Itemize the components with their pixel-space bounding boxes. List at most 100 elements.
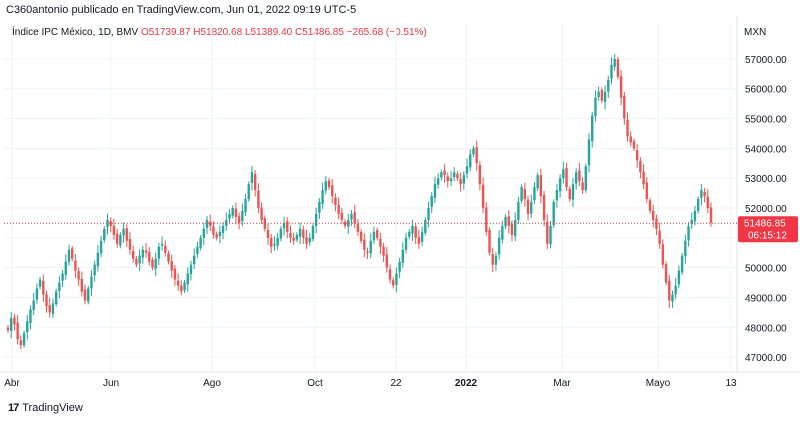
symbol-legend: Índice IPC México, 1D, BMV O51739.87 H51… — [12, 27, 427, 38]
candle-body — [648, 200, 652, 211]
candle-body — [703, 191, 706, 197]
price-change: −265.68 (−0.51%) — [346, 27, 427, 38]
candle-body — [160, 243, 164, 246]
tradingview-logo-icon: 17 — [8, 402, 19, 414]
candle-body — [253, 174, 257, 191]
candle-body — [385, 254, 388, 268]
candle-body — [690, 219, 693, 225]
candle-body — [99, 240, 103, 254]
candle-body — [321, 190, 324, 204]
candle-body — [404, 237, 408, 250]
candle-body — [6, 327, 10, 331]
candle-body — [212, 226, 215, 235]
tradingview-brand-text: TradingView — [22, 402, 83, 414]
candle-body — [32, 300, 35, 310]
candle-body — [571, 184, 575, 200]
tradingview-branding: 17 TradingView — [8, 402, 83, 414]
candle-body — [45, 294, 48, 307]
candle-body — [497, 237, 501, 255]
candle-body — [189, 264, 193, 275]
candle-body — [687, 225, 690, 241]
candle-body — [26, 321, 29, 333]
candle-body — [218, 231, 222, 237]
candle-body — [131, 250, 135, 259]
candle-body — [533, 187, 536, 201]
candle-body — [324, 181, 327, 191]
candle-body — [167, 253, 170, 262]
candle-body — [74, 260, 77, 271]
candle-body — [93, 264, 96, 276]
candle-body — [292, 237, 295, 241]
x-tick-label: Oct — [307, 378, 323, 389]
candle-body — [408, 231, 411, 237]
candle-body — [199, 237, 202, 248]
candle-body — [623, 95, 626, 119]
candle-body — [186, 273, 189, 285]
candle-body — [417, 237, 421, 244]
ohlc-high: H51820.68 — [193, 27, 243, 38]
candle-body — [61, 273, 64, 281]
candle-body — [273, 243, 276, 246]
candle-body — [629, 136, 632, 143]
candle-body — [221, 225, 225, 234]
candle-body — [183, 282, 186, 291]
candle-body — [128, 239, 132, 250]
candle-body — [526, 199, 530, 214]
candle-body — [16, 322, 19, 340]
candle-body — [530, 202, 533, 214]
y-tick-label: 52000.00 — [745, 204, 787, 215]
candle-body — [10, 318, 13, 331]
candle-body — [600, 89, 604, 101]
candle-body — [237, 216, 241, 223]
y-tick-label: 57000.00 — [745, 55, 787, 66]
candle-body — [244, 199, 247, 213]
candle-body — [542, 194, 546, 220]
candle-body — [90, 276, 93, 289]
y-axis-unit: MXN — [744, 27, 766, 38]
candle-body — [289, 233, 292, 238]
candle-body — [38, 279, 42, 287]
candle-body — [305, 237, 308, 244]
candle-body — [334, 197, 337, 206]
candle-body — [340, 212, 344, 220]
candle-body — [350, 213, 353, 220]
symbol-name: Índice IPC México, 1D, BMV — [12, 27, 139, 38]
candle-body — [655, 218, 658, 229]
candle-body — [148, 252, 151, 262]
candle-body — [501, 225, 504, 240]
candle-body — [369, 240, 372, 254]
candle-body — [356, 224, 360, 232]
candle-body — [314, 213, 318, 226]
candle-body — [616, 59, 620, 77]
candle-body — [706, 196, 709, 208]
candle-body — [48, 305, 51, 313]
candle-body — [481, 184, 485, 208]
y-tick-label: 48000.00 — [745, 323, 787, 334]
candle-body — [671, 294, 674, 302]
candle-body — [260, 207, 263, 220]
last-price-badge — [738, 216, 798, 243]
candle-body — [446, 176, 449, 182]
candle-body — [603, 91, 607, 102]
candle-body — [29, 309, 32, 324]
candle-body — [549, 225, 552, 245]
candle-body — [83, 289, 87, 301]
candle-body — [504, 216, 507, 227]
candle-body — [135, 258, 138, 265]
candle-body — [366, 251, 369, 253]
candle-body — [639, 160, 642, 173]
candle-body — [35, 288, 39, 300]
candle-body — [337, 205, 340, 214]
candle-body — [645, 182, 648, 200]
candle-body — [619, 76, 623, 98]
candle-body — [80, 278, 84, 292]
candle-body — [51, 303, 55, 315]
candle-body — [372, 231, 376, 241]
x-tick-label: Jun — [103, 378, 119, 389]
candle-body — [388, 269, 392, 280]
candle-body — [302, 229, 305, 238]
candle-body — [180, 285, 183, 292]
candle-body — [298, 228, 302, 237]
candle-body — [436, 178, 440, 185]
